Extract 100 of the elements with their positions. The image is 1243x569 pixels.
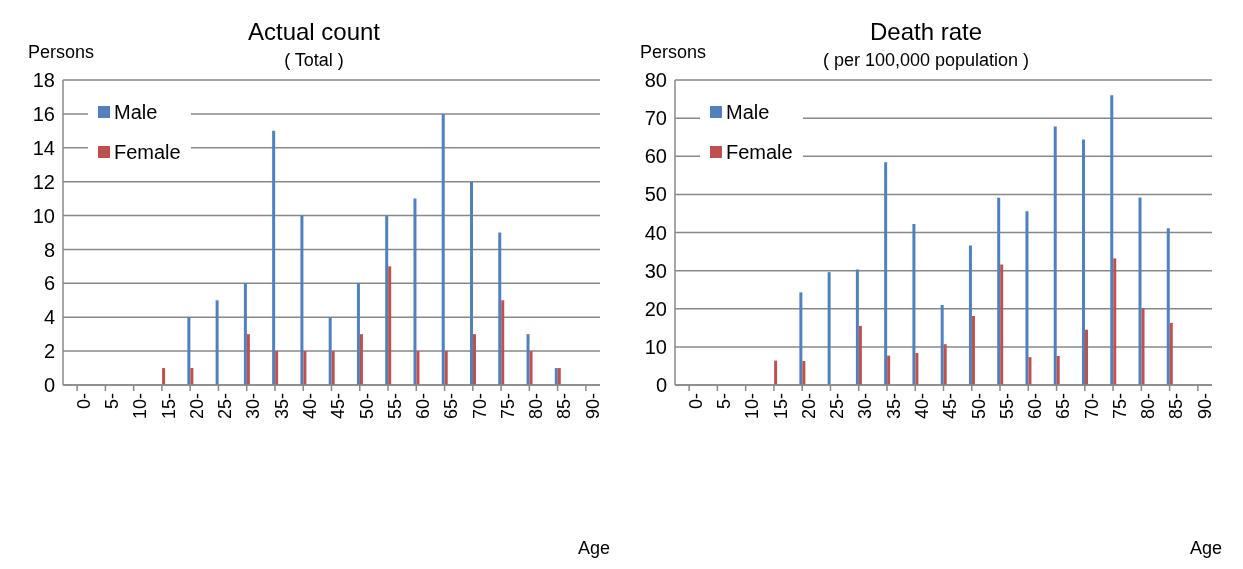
chart-title: Actual count [247,18,381,45]
x-tick-label: 90- [582,392,603,420]
x-tick-label: 65- [1053,392,1074,420]
chart-subtitle: ( Total ) [284,50,344,70]
bar [526,334,530,385]
bar [1169,322,1173,385]
x-tick-label: 25- [215,392,236,420]
x-axis-title: Age [577,538,610,559]
y-tick-label: 0 [43,374,55,397]
y-tick-label: 14 [32,136,55,159]
x-tick-label: 5- [714,393,735,410]
x-tick-label: 35- [883,392,904,420]
y-tick-label: 2 [43,340,55,363]
bar [501,300,505,385]
x-tick-label: 30- [243,392,264,420]
bar [1000,264,1004,385]
x-axis-title: Age [1189,538,1222,559]
y-tick-label: 0 [655,374,667,397]
bar [359,334,363,385]
bar [303,351,307,385]
chart-subtitle: ( per 100,000 population ) [822,50,1030,70]
x-tick-label: 40- [912,392,933,420]
y-tick-label: 40 [644,221,667,244]
bar [187,317,191,385]
y-tick-label: 8 [43,238,55,261]
x-tick-label: 15- [770,392,791,420]
x-tick-label: 55- [996,392,1017,420]
legend-label: Female [726,140,793,164]
bar [971,315,975,385]
x-tick-label: 50- [356,392,377,420]
bar [529,351,533,385]
y-tick-label: 12 [32,170,55,193]
x-tick-label: 70- [1081,392,1102,420]
y-tick-label: 60 [644,145,667,168]
bar [802,360,806,385]
bar [272,130,276,385]
x-tick-label: 40- [300,392,321,420]
legend-label: Male [726,100,770,124]
bar [943,344,947,385]
x-tick-label: 85- [554,392,575,420]
legend-label: Male [114,100,158,124]
bar [884,162,888,385]
x-tick-label: 0- [73,393,94,410]
bar [331,351,335,385]
bar [968,245,972,385]
x-tick-label: 25- [827,392,848,420]
bar [774,360,778,385]
y-tick-label: 20 [644,297,667,320]
bar [1110,95,1114,385]
x-tick-label: 35- [271,392,292,420]
bar [1113,258,1117,385]
x-tick-label: 80- [526,392,547,420]
bar [444,351,448,385]
x-tick-label: 5- [102,393,123,410]
x-tick-label: 60- [1025,392,1046,420]
y-tick-label: 70 [644,107,667,130]
bar [388,266,392,385]
x-tick-label: 75- [1109,392,1130,420]
y-tick-label: 50 [644,183,667,206]
x-tick-label: 10- [130,392,151,420]
bar [858,325,862,385]
bar [799,292,803,385]
y-tick-label: 10 [32,204,55,227]
y-tick-label: 10 [644,335,667,358]
x-tick-label: 45- [328,392,349,420]
bar [300,215,304,385]
y-tick-label: 16 [32,102,55,125]
y-tick-label: 80 [644,69,667,92]
chart-title: Death rate [869,18,983,45]
x-tick-label: 65- [441,392,462,420]
bar [416,351,420,385]
x-tick-label: 20- [798,392,819,420]
bar [855,269,859,385]
bar [827,272,831,385]
y-axis-title: Persons [28,42,95,63]
bar [1053,126,1057,385]
x-tick-label: 15- [158,392,179,420]
y-tick-label: 6 [43,272,55,295]
bar [472,334,476,385]
x-tick-label: 50- [968,392,989,420]
x-tick-label: 10- [742,392,763,420]
bar [940,304,944,385]
x-tick-label: 85- [1166,392,1187,420]
bar [1138,197,1142,385]
bar [1081,139,1085,385]
x-tick-label: 30- [855,392,876,420]
x-tick-label: 55- [384,392,405,420]
bar [1025,211,1029,385]
bar [215,300,219,385]
bar [385,215,389,385]
bar [912,224,916,385]
bar [162,368,166,385]
x-tick-label: 80- [1138,392,1159,420]
x-tick-label: 20- [186,392,207,420]
x-tick-label: 60- [413,392,434,420]
bar [1028,357,1032,385]
x-tick-label: 45- [940,392,961,420]
bar [498,232,502,385]
y-tick-label: 4 [43,306,55,329]
bar [441,113,445,385]
